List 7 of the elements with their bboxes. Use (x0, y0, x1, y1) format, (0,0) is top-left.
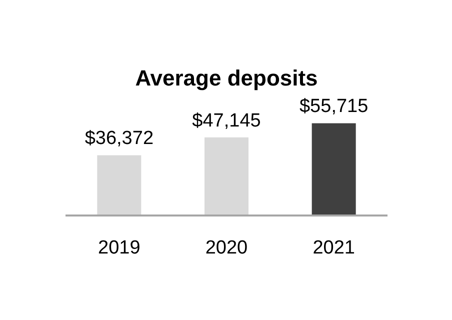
x-tick-label: 2020 (205, 238, 248, 258)
x-tick-label: 2021 (312, 238, 355, 258)
chart-title: Average deposits (135, 66, 318, 90)
x-tick-label: 2019 (98, 238, 140, 258)
data-label: $36,372 (84, 128, 154, 150)
data-label: $47,145 (192, 110, 261, 132)
data-label: $55,715 (299, 96, 368, 118)
